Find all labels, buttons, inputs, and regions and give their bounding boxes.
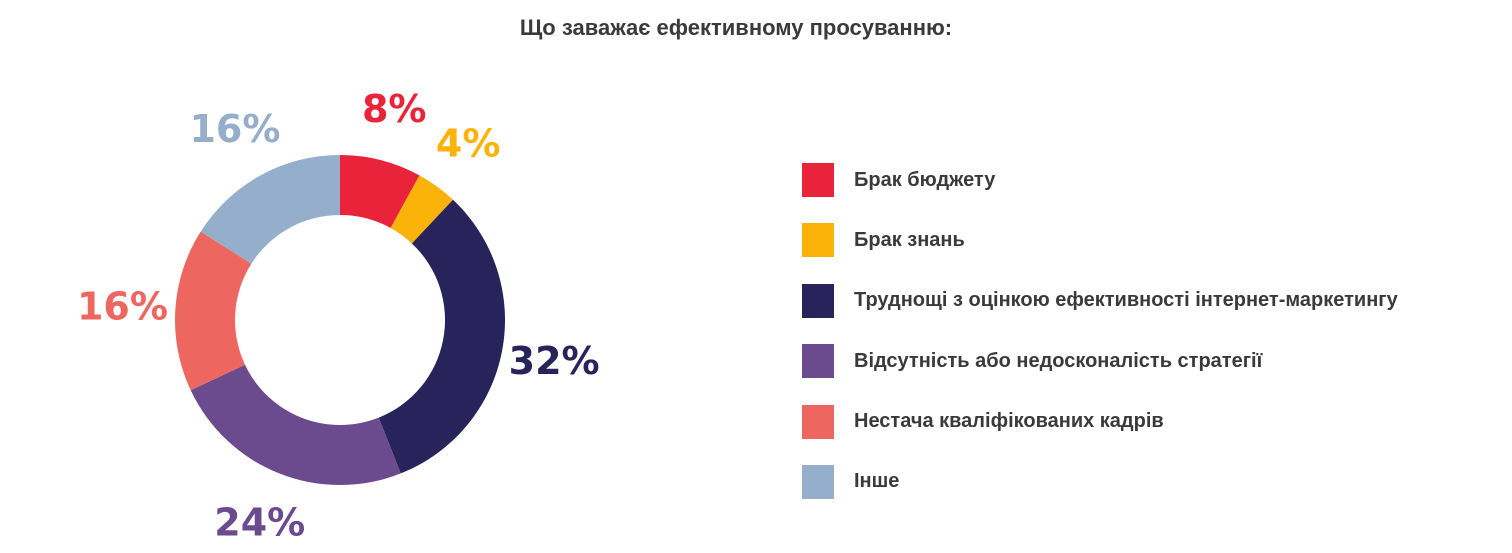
donut-slice: [390, 175, 453, 244]
donut-slice: [200, 155, 340, 264]
legend-label: Відсутність або недосконалість стратегії: [854, 349, 1263, 372]
slice-percent-label: 24%: [214, 501, 305, 545]
legend-swatch: [802, 283, 834, 318]
slice-percent-label: 16%: [189, 107, 280, 151]
legend-swatch: [802, 464, 834, 499]
legend-item: Брак бюджету: [802, 163, 1398, 197]
legend-label: Труднощі з оцінкою ефективності інтернет…: [854, 289, 1398, 312]
slice-percent-label: 32%: [509, 339, 600, 383]
donut-slice: [340, 155, 420, 228]
legend: Брак бюджету Брак знань Труднощі з оцінк…: [802, 163, 1398, 525]
donut-slice: [378, 199, 505, 474]
slice-percent-label: 16%: [77, 284, 168, 328]
legend-label: Інше: [854, 470, 900, 493]
legend-swatch: [802, 163, 834, 197]
donut-slices: [175, 155, 505, 485]
slice-percent-label: 4%: [436, 122, 501, 166]
legend-item: Інше: [802, 464, 1398, 499]
legend-label: Нестача кваліфікованих кадрів: [854, 410, 1164, 433]
legend-item: Відсутність або недосконалість стратегії: [802, 344, 1398, 379]
slice-labels: 8%4% 32% 24% 16% 16%: [77, 87, 600, 545]
slice-percent-label: 8%: [362, 87, 427, 131]
legend-item: Брак знань: [802, 223, 1398, 258]
legend-item: Нестача кваліфікованих кадрів: [802, 404, 1398, 439]
legend-item: Труднощі з оцінкою ефективності інтернет…: [802, 283, 1398, 318]
donut-slice: [175, 231, 252, 391]
legend-label: Брак бюджету: [854, 168, 996, 191]
legend-swatch: [802, 223, 834, 258]
legend-label: Брак знань: [854, 228, 965, 251]
donut-slice: [190, 364, 401, 485]
legend-swatch: [802, 404, 834, 439]
chart-title: Що заважає ефективному просуванню:: [519, 15, 953, 40]
legend-swatch: [802, 344, 834, 379]
